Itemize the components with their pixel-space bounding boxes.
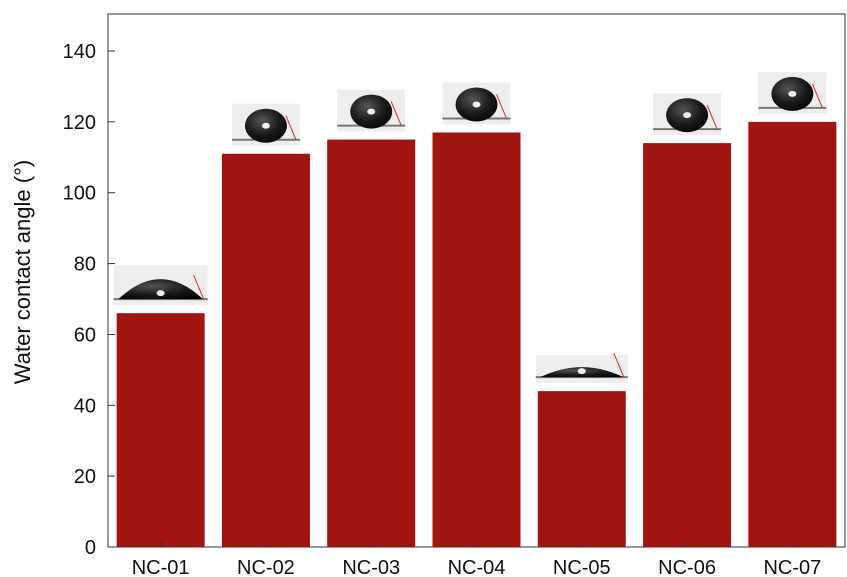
y-tick-label: 120 <box>63 112 96 134</box>
droplet-insets <box>113 71 827 384</box>
droplet-highlight <box>261 122 270 129</box>
droplet-photo <box>113 265 208 306</box>
droplet-photo <box>231 103 300 146</box>
droplet-highlight <box>577 368 586 375</box>
x-tick-label: NC-03 <box>342 557 400 577</box>
angle-tangent-line <box>613 352 625 378</box>
x-tick-label: NC-01 <box>132 557 190 577</box>
y-tick-label: 40 <box>74 395 96 417</box>
bar <box>221 153 310 547</box>
x-tick-label: NC-02 <box>237 557 295 577</box>
angle-tangent-line <box>390 101 402 126</box>
bar <box>748 121 837 547</box>
droplet-highlight <box>367 108 376 115</box>
y-tick-label: 60 <box>74 324 96 346</box>
water-droplet <box>118 279 203 300</box>
y-tick-label: 100 <box>63 183 96 205</box>
droplet-highlight <box>788 90 797 97</box>
bar <box>432 132 521 547</box>
bar <box>537 391 626 547</box>
droplet-photo <box>758 71 827 114</box>
droplet-highlight <box>156 290 165 297</box>
angle-tangent-line <box>285 115 297 140</box>
bar <box>116 313 205 547</box>
droplet-photo <box>535 352 628 384</box>
angle-tangent-line <box>706 104 718 130</box>
x-axis: NC-01 NC-02 NC-03 NC-04 NC-05 NC-06 NC-07 <box>132 541 821 577</box>
y-axis: 0 20 40 60 80 100 120 140 <box>63 41 115 559</box>
angle-tangent-line <box>811 83 823 109</box>
y-tick-label: 140 <box>63 41 96 63</box>
bar <box>327 139 416 548</box>
y-axis-label: Water contact angle (°) <box>10 160 35 384</box>
y-tick-label: 20 <box>74 466 96 488</box>
x-tick-label: NC-06 <box>658 557 716 577</box>
x-tick-label: NC-07 <box>763 557 821 577</box>
droplet-highlight <box>472 101 481 108</box>
y-tick-label: 80 <box>74 254 96 276</box>
droplet-highlight <box>683 112 692 119</box>
droplet-photo <box>653 93 722 136</box>
droplet-photo <box>337 89 406 132</box>
x-tick-label: NC-04 <box>448 557 506 577</box>
bars-group <box>116 121 837 548</box>
angle-tangent-line <box>193 274 205 300</box>
angle-tangent-line <box>496 94 507 119</box>
bar <box>643 143 732 547</box>
x-tick-label: NC-05 <box>553 557 611 577</box>
droplet-photo <box>442 82 511 125</box>
y-tick-label: 0 <box>85 537 96 559</box>
